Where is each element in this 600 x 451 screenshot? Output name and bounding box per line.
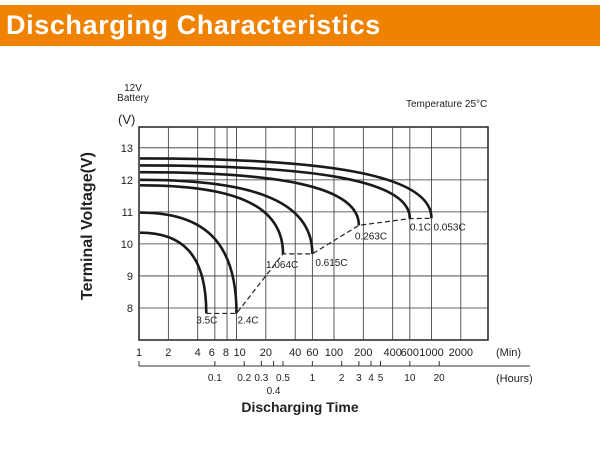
battery-label-line2: Battery — [117, 93, 149, 104]
y-tick-label: 11 — [122, 207, 133, 219]
x-tick-label-hours: 0.3 — [254, 373, 268, 384]
y-tick-label: 13 — [121, 143, 133, 155]
x-tick-label-hours: 2 — [339, 373, 345, 384]
x-axis-title: Discharging Time — [241, 399, 358, 415]
temperature-label: Temperature 25°C — [406, 99, 487, 110]
x-tick-label-min: 20 — [260, 347, 272, 359]
x-tick-label-min: 200 — [354, 347, 372, 359]
series-label: 3.5C — [196, 315, 217, 326]
x-unit-hours: (Hours) — [496, 373, 533, 385]
x-tick-label-min: 6 — [209, 347, 215, 359]
x-tick-label-min: 8 — [223, 347, 229, 359]
page-title: Discharging Characteristics — [6, 10, 381, 40]
x-tick-label-hours: 0.5 — [276, 373, 290, 384]
header-bar: Discharging Characteristics — [0, 5, 600, 46]
y-unit-label: (V) — [118, 112, 135, 127]
battery-label-line1: 12V — [124, 83, 142, 94]
x-tick-label-hours: 0.1 — [208, 373, 222, 384]
x-tick-label-hours: 0.2 — [237, 373, 251, 384]
x-tick-label-min: 100 — [325, 347, 343, 359]
discharge-curve-3.5C — [139, 231, 208, 314]
x-tick-label-min: 60 — [306, 347, 318, 359]
series-label: 1.064C — [266, 260, 298, 271]
x-tick-label-hours: 10 — [404, 373, 416, 384]
y-axis-title: Terminal Voltage(V) — [79, 152, 96, 300]
x-tick-label-hours: 20 — [434, 373, 446, 384]
discharge-curve-0.263C — [139, 170, 361, 226]
series-label: 0.263C — [355, 231, 387, 242]
series-label: 2.4C — [237, 315, 258, 326]
x-tick-label-min: 2000 — [449, 347, 473, 359]
x-tick-label-hours: 1 — [310, 373, 316, 384]
x-tick-label-min: 600 — [401, 347, 419, 359]
x-tick-label-min: 40 — [289, 347, 301, 359]
discharge-curve-0.053C — [139, 157, 433, 219]
discharge-curve-2.4C — [139, 211, 238, 314]
x-tick-label-min: 1000 — [419, 347, 443, 359]
y-tick-label: 10 — [121, 239, 133, 251]
plot-frame — [138, 126, 489, 341]
series-label: 0.1C — [410, 223, 431, 234]
x-tick-label-min: 1 — [136, 347, 142, 359]
x-tick-label-hours: 4 — [368, 373, 374, 384]
discharge-curve-0.615C — [139, 178, 314, 254]
y-tick-label: 9 — [127, 271, 133, 283]
y-tick-label: 8 — [127, 303, 133, 315]
x-tick-label-min: 4 — [195, 347, 201, 359]
discharge-curve-0.1C — [139, 164, 412, 219]
cutoff-voltage-line — [206, 217, 432, 315]
x-tick-label-hours: 3 — [356, 373, 362, 384]
x-tick-label-hours: 5 — [378, 373, 384, 384]
x-tick-label-min: 400 — [384, 347, 402, 359]
series-label: 0.053C — [433, 222, 465, 233]
x-tick-label-hours: 0.4 — [267, 386, 281, 397]
discharge-curve-1.064C — [139, 183, 285, 254]
x-unit-min: (Min) — [496, 347, 521, 359]
x-tick-label-min: 10 — [233, 347, 245, 359]
y-tick-label: 12 — [121, 175, 133, 187]
series-label: 0.615C — [315, 258, 347, 269]
x-tick-label-min: 2 — [165, 347, 171, 359]
